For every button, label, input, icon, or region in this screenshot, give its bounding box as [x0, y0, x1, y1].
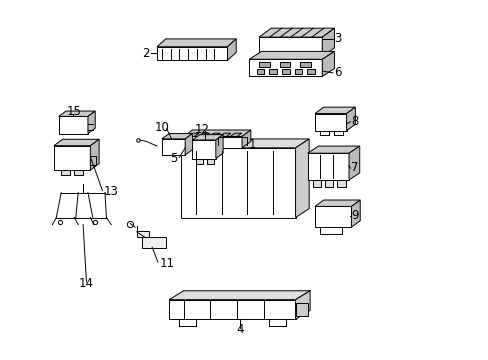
Polygon shape — [351, 200, 360, 227]
Polygon shape — [169, 300, 295, 319]
Polygon shape — [259, 37, 322, 57]
Text: 9: 9 — [351, 209, 358, 222]
Polygon shape — [59, 116, 88, 134]
Text: 8: 8 — [351, 114, 358, 127]
Bar — [142, 237, 165, 248]
Text: 10: 10 — [154, 121, 169, 134]
Polygon shape — [198, 133, 209, 136]
Bar — [279, 62, 289, 67]
Polygon shape — [162, 134, 192, 139]
Polygon shape — [314, 113, 346, 131]
Polygon shape — [242, 130, 250, 148]
Polygon shape — [192, 135, 223, 140]
Polygon shape — [227, 39, 236, 60]
Polygon shape — [314, 107, 355, 113]
Bar — [206, 158, 213, 164]
Polygon shape — [230, 133, 241, 136]
Polygon shape — [346, 107, 355, 131]
Polygon shape — [307, 153, 348, 180]
Polygon shape — [322, 51, 334, 76]
Polygon shape — [181, 139, 308, 148]
Text: 12: 12 — [194, 123, 209, 136]
Text: 7: 7 — [351, 161, 358, 174]
Text: 5: 5 — [170, 152, 178, 165]
Polygon shape — [54, 139, 99, 146]
Polygon shape — [157, 39, 236, 47]
Bar — [299, 62, 310, 67]
Polygon shape — [54, 146, 90, 170]
Text: 1: 1 — [248, 138, 255, 151]
Polygon shape — [183, 130, 250, 136]
Text: 3: 3 — [334, 32, 341, 45]
Bar — [61, 170, 70, 175]
Polygon shape — [185, 134, 192, 155]
Bar — [74, 170, 83, 175]
Polygon shape — [295, 291, 309, 319]
Bar — [256, 69, 264, 73]
Polygon shape — [59, 111, 95, 116]
Text: 13: 13 — [103, 185, 118, 198]
Polygon shape — [208, 133, 220, 136]
Polygon shape — [249, 51, 334, 59]
Polygon shape — [314, 200, 360, 206]
Polygon shape — [348, 146, 359, 180]
Polygon shape — [249, 59, 322, 76]
Polygon shape — [181, 148, 295, 217]
Bar — [136, 231, 148, 237]
Bar — [196, 158, 203, 164]
Bar — [306, 69, 314, 73]
Polygon shape — [295, 139, 308, 217]
Polygon shape — [169, 291, 309, 300]
Bar — [294, 69, 302, 73]
Polygon shape — [219, 133, 230, 136]
Text: 14: 14 — [79, 277, 94, 290]
Bar — [336, 180, 345, 187]
Polygon shape — [215, 135, 223, 158]
Polygon shape — [295, 303, 307, 316]
Polygon shape — [192, 140, 215, 158]
Polygon shape — [183, 136, 242, 148]
Bar — [324, 180, 333, 187]
Polygon shape — [90, 139, 99, 170]
Polygon shape — [157, 47, 227, 60]
Bar — [269, 69, 277, 73]
Polygon shape — [307, 146, 359, 153]
Polygon shape — [162, 139, 185, 155]
Polygon shape — [88, 111, 95, 134]
Polygon shape — [259, 28, 334, 37]
Bar — [259, 62, 269, 67]
Text: 15: 15 — [67, 105, 81, 118]
Polygon shape — [187, 133, 199, 136]
Bar — [282, 69, 289, 73]
Text: 11: 11 — [159, 257, 174, 270]
Text: 4: 4 — [235, 323, 243, 336]
Text: 6: 6 — [334, 66, 341, 79]
Polygon shape — [314, 206, 351, 227]
Text: 2: 2 — [142, 47, 149, 60]
Polygon shape — [322, 28, 334, 57]
Bar — [312, 180, 321, 187]
